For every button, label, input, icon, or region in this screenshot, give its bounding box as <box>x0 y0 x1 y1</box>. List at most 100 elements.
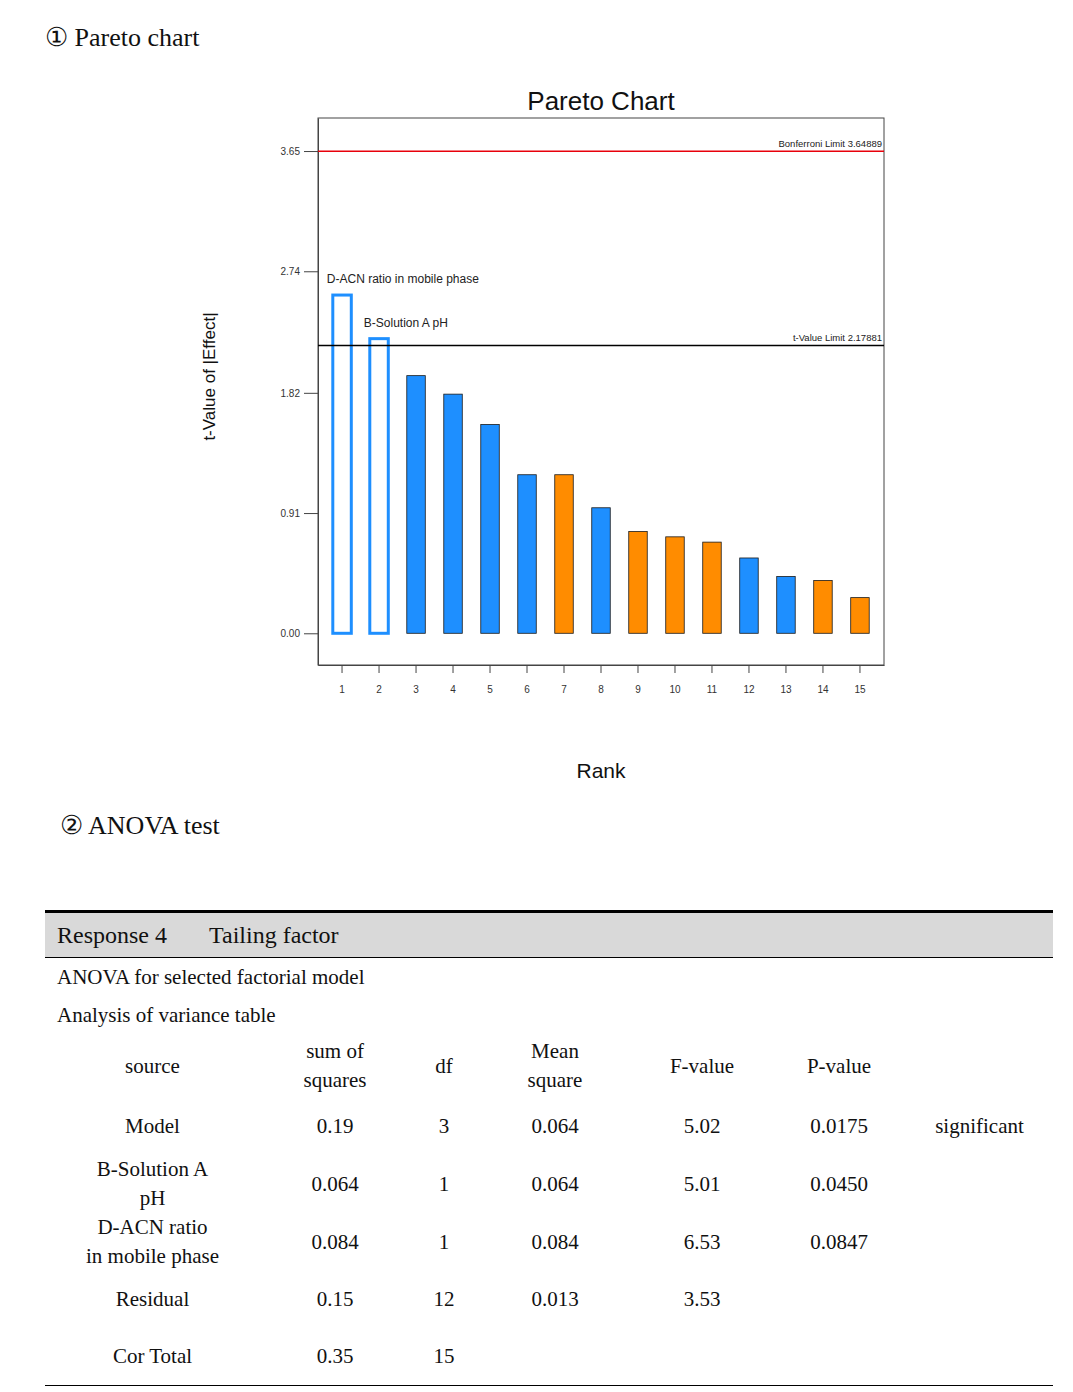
tick-mark <box>527 665 528 673</box>
table-cell: 0.0847 <box>772 1228 906 1257</box>
tick-label: 3.65 <box>281 146 301 157</box>
bar-annotation: D-ACN ratio in mobile phase <box>327 272 479 286</box>
column-header: squares <box>260 1066 410 1095</box>
table-cell: significant <box>906 1112 1053 1141</box>
x-tick: 15 <box>854 665 866 695</box>
x-tick: 8 <box>598 665 604 695</box>
table-cell: 0.064 <box>478 1112 632 1141</box>
bar <box>555 475 573 634</box>
table-cell: 0.084 <box>260 1228 410 1257</box>
table-cell: 12 <box>410 1285 478 1314</box>
tick-label: 0.00 <box>281 628 301 639</box>
tick-mark <box>748 665 749 673</box>
tick-mark <box>416 665 417 673</box>
x-tick: 4 <box>450 665 456 695</box>
x-tick: 6 <box>524 665 530 695</box>
anova-table: Response 4Tailing factorANOVA for select… <box>45 910 1053 1386</box>
tick-label: 2 <box>376 684 382 695</box>
tick-label: 10 <box>669 684 681 695</box>
column-header: df <box>410 1052 478 1081</box>
table-title: Response 4 <box>57 922 167 948</box>
table-cell: 0.0175 <box>772 1112 906 1141</box>
column-header: source <box>45 1052 260 1081</box>
x-tick: 2 <box>376 665 382 695</box>
table-cell: 3 <box>410 1112 478 1141</box>
bar <box>851 598 869 634</box>
table-cell: D-ACN ratio <box>45 1213 260 1242</box>
table-cell: 1 <box>410 1228 478 1257</box>
section-heading: ② ANOVA test <box>60 810 220 841</box>
x-tick: 5 <box>487 665 493 695</box>
bar <box>740 558 758 633</box>
tick-label: 9 <box>635 684 641 695</box>
table-caption: ANOVA for selected factorial model <box>45 958 1053 997</box>
table-cell: 0.084 <box>478 1228 632 1257</box>
x-tick: 11 <box>707 665 718 695</box>
tick-mark <box>304 271 318 272</box>
table-cell: pH <box>45 1184 260 1213</box>
tick-label: 6 <box>524 684 530 695</box>
section-heading: ① Pareto chart <box>45 22 199 53</box>
tick-mark <box>822 665 823 673</box>
tick-label: 7 <box>561 684 567 695</box>
table-cell: B-Solution A <box>45 1155 260 1184</box>
plot-frame <box>318 118 884 665</box>
reference-line <box>318 150 884 152</box>
reference-line-label: t-Value Limit 2.17881 <box>793 332 882 343</box>
table-cell: 6.53 <box>632 1228 772 1257</box>
bar <box>518 475 536 634</box>
bar <box>666 537 684 633</box>
table-cell: 0.0450 <box>772 1170 906 1199</box>
table-cell: 0.064 <box>260 1170 410 1199</box>
bar <box>777 576 795 633</box>
pareto-chart: Pareto Chart0.000.911.822.743.6512345678… <box>0 0 1073 900</box>
x-tick: 1 <box>339 665 345 695</box>
table-cell: Cor Total <box>45 1342 260 1371</box>
x-tick: 9 <box>635 665 641 695</box>
axis-line <box>318 119 319 666</box>
table-cell: 5.01 <box>632 1170 772 1199</box>
column-header: F-value <box>632 1052 772 1081</box>
table-cell: in mobile phase <box>45 1242 260 1271</box>
column-header: P-value <box>772 1052 906 1081</box>
bar <box>703 542 721 633</box>
tick-label: 8 <box>598 684 604 695</box>
x-tick: 3 <box>413 665 419 695</box>
table-cell: 3.53 <box>632 1285 772 1314</box>
bar <box>444 394 462 633</box>
tick-label: 1.82 <box>281 388 301 399</box>
chart-title: Pareto Chart <box>527 86 675 116</box>
reference-line <box>318 345 884 347</box>
tick-mark <box>564 665 565 673</box>
tick-label: 11 <box>707 684 718 695</box>
column-header: square <box>478 1066 632 1095</box>
column-header: sum of <box>260 1037 410 1066</box>
tick-mark <box>490 665 491 673</box>
bar <box>814 580 832 633</box>
x-tick: 10 <box>669 665 681 695</box>
tick-label: 15 <box>854 684 866 695</box>
x-tick: 7 <box>561 665 567 695</box>
tick-label: 0.91 <box>281 508 301 519</box>
tick-label: 2.74 <box>281 266 301 277</box>
y-axis: 0.00 0.91 1.82 2.74 3.65 <box>281 119 319 666</box>
tick-mark <box>601 665 602 673</box>
tick-mark <box>304 393 318 394</box>
tick-label: 12 <box>743 684 755 695</box>
column-header: Mean <box>478 1037 632 1066</box>
y-tick: 0.00 <box>281 628 318 639</box>
tick-label: 14 <box>817 684 829 695</box>
bar <box>592 508 610 634</box>
tick-mark <box>859 665 860 673</box>
table-cell: 5.02 <box>632 1112 772 1141</box>
table-cell: Model <box>45 1112 260 1141</box>
table-cell: 0.35 <box>260 1342 410 1371</box>
tick-mark <box>304 513 318 514</box>
table-cell: 0.013 <box>478 1285 632 1314</box>
table-cell: Residual <box>45 1285 260 1314</box>
table-cell: 0.19 <box>260 1112 410 1141</box>
tick-mark <box>785 665 786 673</box>
tick-mark <box>304 633 318 634</box>
y-tick: 1.82 <box>281 388 318 399</box>
tick-label: 5 <box>487 684 493 695</box>
